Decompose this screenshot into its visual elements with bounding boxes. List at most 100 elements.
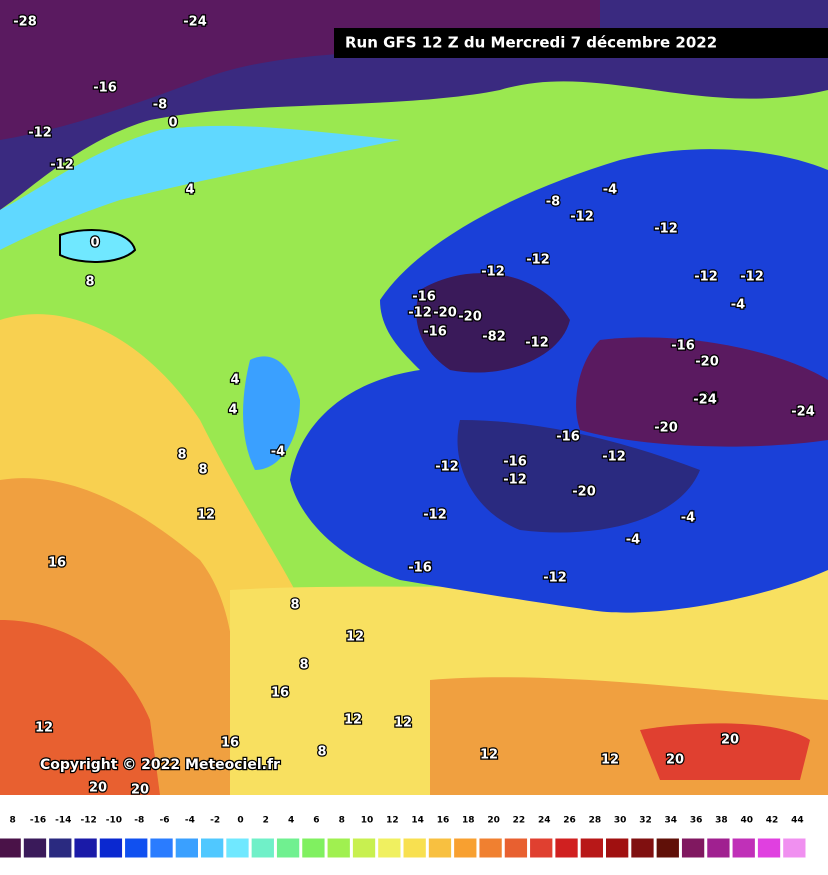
legend-swatch	[326, 837, 351, 859]
legend-label: 20	[487, 816, 500, 826]
legend-swatch	[782, 837, 807, 859]
contour-label: 20	[666, 753, 684, 768]
legend-label: 8	[339, 816, 345, 826]
contour-label: 12	[344, 713, 362, 728]
legend-label: -16	[30, 816, 46, 826]
contour-label: -12	[543, 571, 567, 586]
contour-label: 12	[601, 753, 619, 768]
contour-label: -24	[791, 405, 815, 420]
map-background	[0, 0, 828, 795]
contour-label: -16	[671, 339, 695, 354]
contour-label: -12	[435, 460, 459, 475]
contour-label: -16	[503, 455, 527, 470]
contour-label: -20	[654, 421, 678, 436]
legend-swatch	[0, 837, 22, 859]
legend-label: -14	[55, 816, 71, 826]
contour-label: 8	[290, 598, 299, 613]
legend-label: 26	[563, 816, 576, 826]
legend-label: 14	[411, 816, 424, 826]
contour-label: -20	[695, 355, 719, 370]
legend-swatch	[402, 837, 427, 859]
legend-label: 16	[437, 816, 450, 826]
contour-label: -20	[458, 310, 482, 325]
contour-label: -8	[546, 195, 560, 210]
legend-swatch	[706, 837, 731, 859]
legend-swatch	[756, 837, 782, 859]
contour-label: -12	[423, 508, 447, 523]
legend-swatch	[275, 837, 301, 859]
legend-label: 28	[589, 816, 602, 826]
legend-label: 40	[740, 816, 753, 826]
legend-swatch	[503, 837, 529, 859]
legend-swatch	[605, 837, 630, 859]
legend-label: -10	[106, 816, 122, 826]
contour-label: 12	[197, 508, 215, 523]
contour-label: 0	[168, 116, 177, 131]
copyright: Copyright © 2022 Meteociel.fr	[40, 757, 280, 773]
contour-label: -4	[681, 511, 695, 526]
contour-label: 8	[177, 448, 186, 463]
contour-label: -16	[556, 430, 580, 445]
contour-label: 8	[317, 745, 326, 760]
contour-label: 20	[89, 781, 107, 796]
contour-label: -12	[602, 450, 626, 465]
legend-label: 4	[288, 816, 294, 826]
contour-label: 16	[48, 556, 66, 571]
legend-label: 10	[361, 816, 374, 826]
legend-label: 42	[766, 816, 779, 826]
contour-label: -12	[654, 222, 678, 237]
legend-swatch	[98, 837, 124, 859]
contour-label: -24	[183, 15, 207, 30]
contour-label: -12	[740, 270, 764, 285]
legend-swatch	[48, 837, 73, 859]
legend-label: 12	[386, 816, 399, 826]
contour-label: -12	[503, 473, 527, 488]
contour-label: 0	[90, 236, 99, 251]
legend-swatch	[149, 837, 174, 859]
legend-label: 24	[538, 816, 551, 826]
legend-swatch	[529, 837, 554, 859]
legend-label: -2	[210, 816, 220, 826]
legend-label: 34	[665, 816, 678, 826]
legend-swatch	[680, 837, 706, 859]
legend-swatch	[554, 837, 579, 859]
legend-label: 18	[462, 816, 475, 826]
contour-label: 12	[35, 721, 53, 736]
contour-label: 16	[221, 736, 239, 751]
legend-swatch	[453, 837, 478, 859]
contour-label: 20	[131, 783, 149, 798]
contour-label: -12	[28, 126, 52, 141]
contour-label: 12	[346, 630, 364, 645]
legend-label: 38	[715, 816, 728, 826]
contour-label: -28	[13, 15, 37, 30]
legend-swatch	[225, 837, 250, 859]
legend-swatch	[655, 837, 680, 859]
legend-swatch	[731, 837, 756, 859]
contour-label: -4	[271, 445, 285, 460]
legend-swatch	[351, 837, 377, 859]
legend-swatch	[174, 837, 199, 859]
contour-label: -12	[50, 158, 74, 173]
legend-swatch	[73, 837, 98, 859]
title-box	[334, 28, 828, 58]
legend-swatch	[22, 837, 48, 859]
contour-label: 12	[394, 716, 412, 731]
contour-label: 4	[185, 183, 194, 198]
contour-label: -12	[481, 265, 505, 280]
legend-label: 2	[263, 816, 269, 826]
contour-label: -12	[408, 306, 432, 321]
contour-label: 8	[85, 275, 94, 290]
contour-label: -8	[153, 98, 167, 113]
legend-swatch	[427, 837, 453, 859]
legend-swatch	[301, 837, 326, 859]
legend-label: 6	[313, 816, 319, 826]
legend-swatch	[124, 837, 149, 859]
legend-swatch	[630, 837, 655, 859]
legend-label: -8	[134, 816, 144, 826]
contour-label: -4	[603, 183, 617, 198]
map-title: Run GFS 12 Z du Mercredi 7 décembre 2022	[345, 34, 717, 52]
legend: 8 -16 -14 -12 -10 -8 -6 -4 -2 0 2 4 6 8 10 12 14 16 18 20 22…	[0, 816, 807, 859]
contour-label: -82	[482, 330, 506, 345]
legend-bg	[0, 795, 828, 871]
contour-label: 16	[271, 686, 289, 701]
